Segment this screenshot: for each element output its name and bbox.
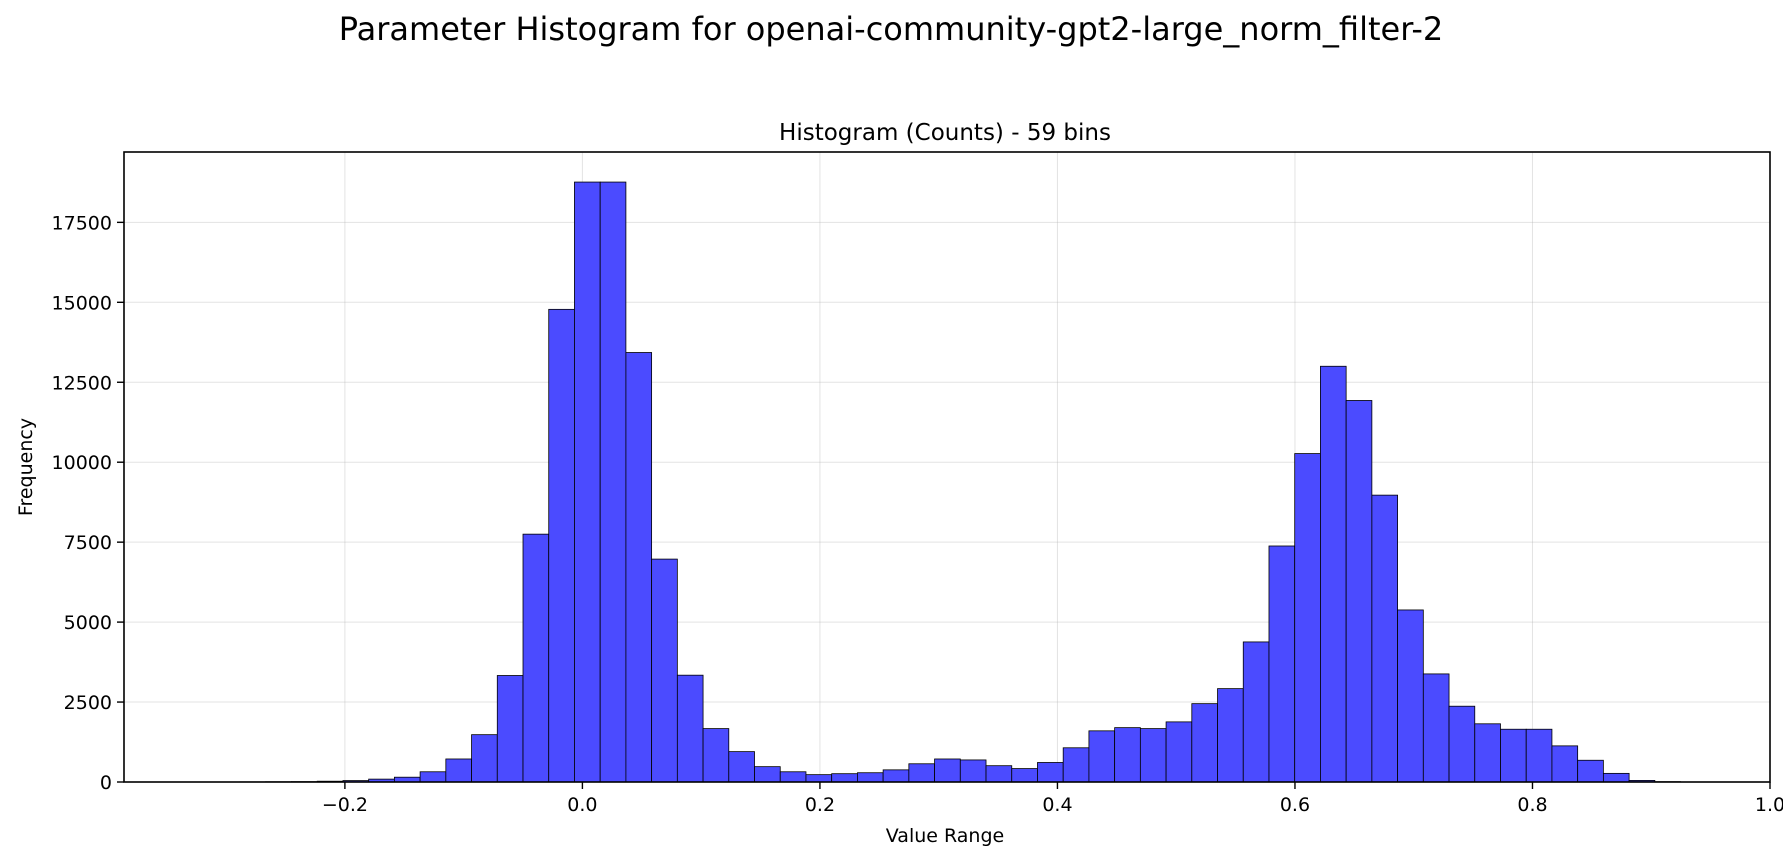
y-tick-label: 12500 [52, 372, 112, 394]
y-tick-label: 0 [100, 772, 112, 794]
histogram-bar [419, 771, 447, 783]
histogram-bar [1242, 641, 1270, 783]
histogram-bar [831, 773, 858, 783]
histogram-bar [1294, 453, 1321, 783]
histogram-bar [1577, 759, 1604, 783]
histogram-bar [651, 558, 678, 783]
histogram-bar [445, 758, 472, 783]
histogram-bar [1551, 745, 1579, 783]
x-tick-label: 0.2 [805, 794, 835, 816]
histogram-bar [599, 181, 627, 783]
histogram-bar [908, 763, 935, 783]
histogram-bar [1037, 762, 1064, 783]
histogram-bar [496, 675, 524, 783]
histogram-bar [1139, 728, 1167, 783]
histogram-bar [702, 728, 730, 783]
histogram-bar [985, 765, 1013, 783]
histogram-bar [1217, 688, 1244, 783]
histogram-bar [1345, 400, 1373, 783]
histogram-bar [471, 734, 498, 783]
y-tick-label: 15000 [52, 292, 112, 314]
y-tick-label: 5000 [64, 612, 112, 634]
y-tick-label: 10000 [52, 452, 112, 474]
x-tick-label: 0.6 [1280, 794, 1310, 816]
histogram-bar [1525, 728, 1553, 783]
histogram-bar [1474, 723, 1501, 783]
x-axis-label: Value Range [886, 825, 1004, 847]
histogram-bar [1397, 609, 1424, 783]
histogram-bar [1191, 703, 1218, 783]
y-tick-label: 2500 [64, 692, 112, 714]
histogram-bar [1448, 705, 1476, 783]
x-tick-label: 0.8 [1517, 794, 1547, 816]
histogram-bar [522, 533, 550, 783]
histogram-bars [188, 181, 1707, 783]
histogram-bar [1165, 721, 1193, 783]
y-axis-label: Frequency [15, 418, 37, 516]
x-tick-label: 0.0 [567, 794, 597, 816]
histogram-bar [934, 758, 961, 783]
axes-title: Histogram (Counts) - 59 bins [779, 120, 1111, 146]
axes-frame [123, 151, 1771, 783]
histogram-bar [805, 774, 833, 783]
histogram-bar [779, 771, 807, 783]
histogram-bar [548, 308, 575, 783]
y-tick-label: 17500 [52, 212, 112, 234]
histogram-bar [857, 772, 884, 783]
histogram-bar [882, 769, 910, 783]
histogram-bar [625, 352, 653, 783]
histogram-bar [676, 674, 704, 783]
axis-ticks: −0.2 0.0 0.2 0.4 0.6 0.8 1.0 0 2500 5000 7500 10000… [52, 212, 1783, 816]
histogram-bar [1062, 747, 1090, 783]
figure-suptitle: Parameter Histogram for openai-community… [339, 10, 1443, 48]
x-tick-label: −0.2 [322, 794, 368, 816]
histogram-bar [1320, 365, 1347, 783]
histogram-bar [1114, 727, 1141, 783]
histogram-bar [1088, 730, 1116, 783]
histogram-bar [1422, 673, 1450, 783]
x-tick-label: 0.4 [1042, 794, 1072, 816]
histogram-bar [1371, 494, 1398, 783]
histogram-bar [1500, 728, 1527, 783]
histogram-bar [1602, 772, 1630, 783]
histogram-bar [1268, 545, 1296, 783]
x-tick-label: 1.0 [1755, 794, 1783, 816]
histogram-bar [959, 759, 987, 783]
histogram-bar [728, 751, 755, 783]
histogram-bar [754, 766, 781, 783]
histogram-bar [574, 181, 601, 783]
y-tick-label: 7500 [64, 532, 112, 554]
histogram-bar [1011, 768, 1038, 783]
